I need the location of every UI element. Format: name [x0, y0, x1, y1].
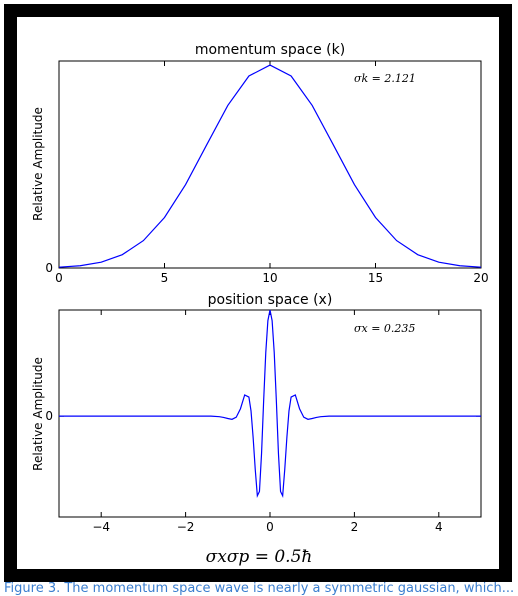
figure-canvas: momentum space (k) Relative Amplitude 0 5…	[31, 42, 489, 534]
momentum-chart: momentum space (k) Relative Amplitude 0 5…	[31, 42, 489, 285]
position-series-line	[59, 309, 481, 498]
momentum-x-tick-label: 20	[473, 271, 488, 285]
position-y-tick-label: 0	[45, 409, 53, 423]
position-x-tick-label: −2	[177, 520, 195, 534]
momentum-chart-title: momentum space (k)	[195, 42, 345, 58]
position-sigma-annotation: σx = 0.235	[354, 322, 415, 335]
position-y-axis-label: Relative Amplitude	[31, 357, 45, 471]
position-chart: position space (x) Relative Amplitude −4…	[31, 292, 482, 534]
momentum-x-tick-label: 0	[55, 271, 63, 285]
position-x-tick-label: −4	[92, 520, 110, 534]
uncertainty-equation: σxσp = 0.5ħ	[205, 547, 313, 567]
figure-caption: Figure 3. The momentum space wave is nea…	[4, 581, 515, 596]
position-x-tick-label: 0	[266, 520, 274, 534]
momentum-sigma-annotation: σk = 2.121	[354, 72, 416, 85]
position-chart-title: position space (x)	[208, 292, 333, 308]
position-x-tick-label: 4	[435, 520, 443, 534]
momentum-y-tick-label: 0	[45, 261, 53, 275]
momentum-series-line	[58, 64, 482, 268]
momentum-x-tick-label: 5	[161, 271, 169, 285]
momentum-x-tick-label: 15	[368, 271, 383, 285]
momentum-plot-area	[58, 60, 482, 269]
momentum-x-tick-label: 10	[262, 271, 277, 285]
momentum-y-axis-label: Relative Amplitude	[31, 107, 45, 221]
position-plot-area	[58, 309, 482, 518]
position-x-tick-label: 2	[351, 520, 359, 534]
